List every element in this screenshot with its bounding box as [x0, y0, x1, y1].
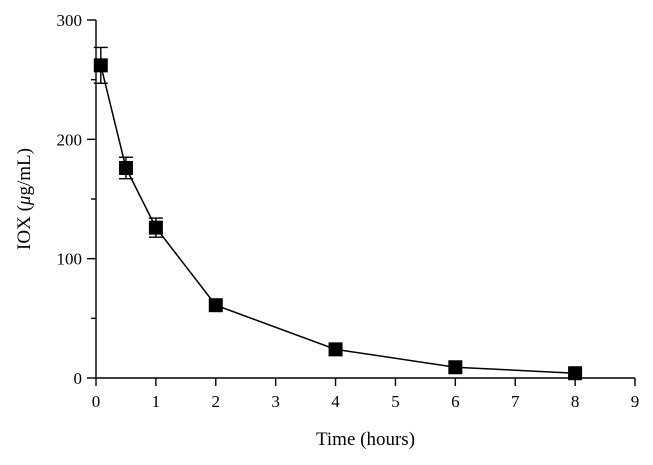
x-tick-label-3: 3 — [271, 392, 280, 411]
x-tick-label-0: 0 — [92, 392, 101, 411]
x-tick-label-7: 7 — [511, 392, 520, 411]
data-point — [328, 342, 343, 357]
y-tick-label-300: 300 — [57, 11, 83, 30]
data-point — [148, 220, 163, 235]
data-point — [568, 366, 583, 381]
y-axis-title: IOX (μg/mL) — [14, 148, 35, 250]
x-tick-label-8: 8 — [571, 392, 580, 411]
data-point — [448, 360, 463, 375]
x-ticks: 0 1 2 3 4 5 6 7 8 9 — [92, 378, 640, 411]
y-tick-label-200: 200 — [57, 130, 83, 149]
data-point — [208, 298, 223, 313]
x-tick-label-6: 6 — [451, 392, 460, 411]
x-tick-label-9: 9 — [631, 392, 640, 411]
axes — [95, 20, 635, 379]
y-axis-title-part-2: g/mL) — [14, 148, 35, 196]
x-axis-title: Time (hours) — [316, 429, 415, 450]
y-tick-label-100: 100 — [57, 250, 83, 269]
series-line-0 — [100, 65, 576, 374]
y-tick-label-0: 0 — [74, 369, 83, 388]
data-point — [93, 58, 108, 73]
series-group — [93, 46, 583, 381]
x-tick-label-4: 4 — [331, 392, 340, 411]
y-axis-title-mu: μ — [14, 196, 35, 207]
x-tick-label-2: 2 — [212, 392, 221, 411]
data-point — [118, 160, 133, 175]
y-ticks: 0 100 200 300 — [57, 11, 96, 388]
x-tick-label-1: 1 — [152, 392, 161, 411]
x-tick-label-5: 5 — [391, 392, 400, 411]
y-axis-title-part-1: IOX ( — [14, 205, 35, 250]
